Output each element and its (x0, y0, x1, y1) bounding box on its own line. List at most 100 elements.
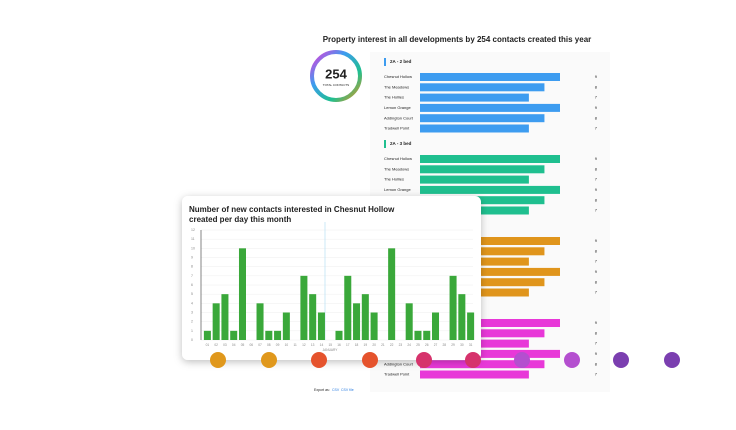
bar (467, 312, 475, 340)
x-tick-label: 25 (416, 343, 420, 347)
x-tick-label: 13 (311, 343, 315, 347)
x-tick-label: 23 (399, 343, 403, 347)
bar (317, 312, 325, 340)
bar (309, 294, 317, 340)
x-tick-label: 22 (390, 343, 394, 347)
value-label: 8 (595, 166, 598, 171)
x-tick-label: 21 (381, 343, 385, 347)
bar (420, 114, 545, 123)
x-tick-label: 14 (320, 343, 324, 347)
x-tick-label: 17 (346, 343, 350, 347)
bar (420, 165, 545, 174)
row-label: Chesnut Hollow (384, 74, 412, 79)
bar (344, 275, 352, 340)
bar (420, 278, 545, 287)
x-tick-label: 15 (328, 343, 332, 347)
x-tick-label: 07 (258, 343, 262, 347)
group-header: 2A - 3 bed (390, 141, 412, 146)
y-tick-label: 9 (191, 255, 193, 259)
bar (361, 294, 369, 340)
row-label: Tradwell Point (384, 372, 410, 377)
bar (420, 247, 545, 256)
bar (423, 330, 431, 340)
row-label: The Meadows (384, 84, 409, 89)
x-tick-label: 10 (285, 343, 289, 347)
row-label: Lemon Grange (384, 187, 411, 192)
bar (388, 248, 396, 340)
y-tick-label: 8 (191, 265, 193, 269)
value-label: 9 (595, 74, 598, 79)
value-label: 7 (595, 208, 598, 213)
x-tick-label: 19 (364, 343, 368, 347)
bar (256, 303, 264, 340)
bar (420, 175, 529, 184)
bar (420, 73, 560, 81)
x-tick-label: 08 (267, 343, 271, 347)
y-tick-label: 0 (191, 338, 193, 342)
value-label: 9 (595, 238, 598, 243)
bar (420, 370, 529, 379)
value-label: 8 (595, 84, 598, 89)
panel-title: Property interest in all developments by… (323, 35, 592, 44)
x-tick-label: 27 (434, 343, 438, 347)
x-axis-label: JANUARY (323, 348, 339, 352)
total: 254 (325, 66, 347, 81)
dots (210, 352, 680, 368)
bar (335, 330, 343, 340)
value-label: 8 (595, 197, 598, 202)
bar (432, 312, 440, 340)
export-link[interactable]: CSV (332, 388, 340, 392)
y-tick-label: 3 (191, 310, 193, 314)
x-tick-label: 31 (469, 343, 473, 347)
value-label: 9 (595, 320, 598, 325)
row-label: Lemon Grange (384, 105, 411, 110)
row-label: Addington Court (384, 361, 414, 366)
x-tick-label: 03 (223, 343, 227, 347)
bar (282, 312, 290, 340)
bar (420, 196, 545, 205)
bar (370, 312, 378, 340)
value-label: 7 (595, 177, 598, 182)
bar (221, 294, 229, 340)
y-tick-label: 6 (191, 283, 193, 287)
export-link[interactable]: CSV file (341, 388, 354, 392)
value-label: 8 (595, 330, 598, 335)
bar (238, 248, 246, 340)
x-tick-label: 04 (232, 343, 236, 347)
value-label: 7 (595, 341, 598, 346)
value-label: 9 (595, 105, 598, 110)
donut (310, 50, 362, 102)
total-label: TOTAL CONTACTS (323, 83, 349, 87)
x-tick-label: 29 (451, 343, 455, 347)
row-label: The Hollies (384, 95, 404, 100)
x-tick-label: 02 (214, 343, 218, 347)
bar (420, 349, 560, 358)
y-tick-label: 7 (191, 274, 193, 278)
x-tick-label: 05 (241, 343, 245, 347)
bar (212, 303, 220, 340)
y-tick-label: 10 (191, 246, 195, 250)
group-marker (384, 58, 386, 66)
x-tick-label: 12 (302, 343, 306, 347)
value-label: 8 (595, 248, 598, 253)
value-label: 8 (595, 279, 598, 284)
value-label: 7 (595, 95, 598, 100)
bar (420, 83, 545, 92)
bar (420, 155, 560, 163)
row-label: Addington Court (384, 115, 414, 120)
bar (449, 275, 457, 340)
bar (420, 237, 560, 245)
bar (265, 330, 273, 340)
value-label: 7 (595, 290, 598, 295)
x-tick-label: 18 (355, 343, 359, 347)
x-tick-label: 26 (425, 343, 429, 347)
value-label: 8 (595, 361, 598, 366)
y-tick-label: 1 (191, 329, 193, 333)
x-tick-label: 30 (460, 343, 464, 347)
x-tick-label: 24 (407, 343, 411, 347)
row-label: Tradwell Point (384, 126, 410, 131)
x-tick-label: 20 (372, 343, 376, 347)
popup-title: Number of new contacts interested in Che… (189, 205, 395, 224)
y-tick-label: 4 (191, 301, 193, 305)
